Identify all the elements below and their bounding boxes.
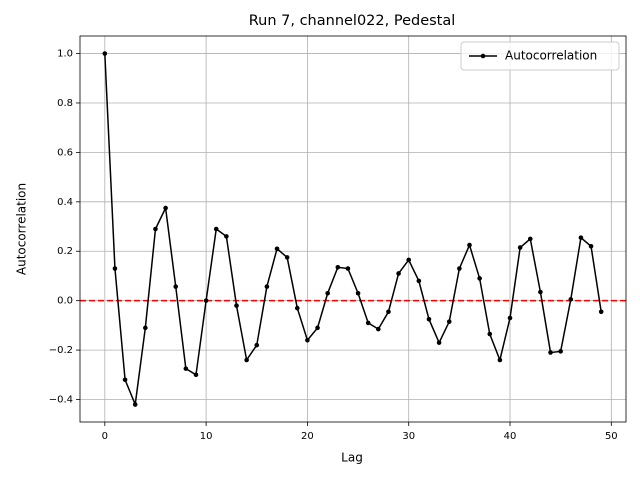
- data-point: [477, 276, 482, 281]
- data-point: [284, 255, 290, 260]
- data-point: [254, 342, 260, 348]
- axes-frame: [79, 35, 627, 423]
- data-point: [436, 340, 442, 345]
- data-point: [153, 226, 158, 232]
- data-point: [457, 266, 462, 271]
- data-point: [244, 357, 249, 363]
- chart-title: Run 7, channel022, Pedestal: [249, 13, 456, 29]
- y-tick-label: 0.8: [57, 98, 73, 109]
- data-line: [104, 53, 602, 408]
- data-point: [376, 326, 381, 332]
- data-point: [416, 278, 422, 284]
- y-tick-label: 0.4: [57, 197, 73, 208]
- x-axis-label: Lag: [341, 451, 363, 465]
- data-point: [446, 319, 452, 324]
- data-point: [507, 315, 513, 321]
- data-point: [143, 325, 148, 331]
- data-point: [102, 51, 108, 56]
- data-point: [112, 266, 118, 271]
- y-tick-label: −0.4: [49, 395, 73, 406]
- y-tick-label: 1.0: [57, 49, 73, 60]
- data-point: [365, 320, 371, 326]
- data-point: [396, 271, 401, 276]
- data-point: [213, 226, 219, 232]
- y-tick-label: 0.2: [57, 246, 73, 257]
- data-point: [558, 349, 563, 354]
- x-tick-label: 50: [605, 431, 618, 442]
- x-tick-label: 0: [102, 431, 108, 442]
- data-point: [538, 289, 543, 295]
- x-tick-label: 40: [504, 431, 517, 442]
- y-tick-label: 0.6: [57, 147, 73, 158]
- data-point: [548, 350, 553, 355]
- data-point: [517, 245, 523, 250]
- legend-marker: [480, 53, 486, 59]
- legend-label: Autocorrelation: [505, 49, 597, 63]
- x-tick-label: 10: [200, 431, 213, 442]
- data-point: [345, 266, 351, 271]
- data-point: [588, 243, 594, 249]
- data-point: [335, 265, 341, 270]
- data-point: [234, 303, 239, 308]
- data-point: [122, 377, 128, 383]
- data-point: [183, 366, 189, 371]
- legend-box: [460, 41, 620, 71]
- data-point: [203, 298, 209, 303]
- data-point: [497, 357, 503, 363]
- data-point: [264, 284, 270, 289]
- data-point: [487, 331, 493, 337]
- data-point: [568, 297, 574, 302]
- data-point: [274, 246, 280, 252]
- x-tick-label: 20: [301, 431, 314, 442]
- data-point: [305, 337, 310, 343]
- data-point: [132, 402, 138, 407]
- data-point: [386, 309, 391, 315]
- data-point: [578, 235, 584, 240]
- data-point: [426, 316, 432, 322]
- data-point: [163, 205, 168, 211]
- data-point: [315, 325, 320, 331]
- data-point: [294, 305, 300, 311]
- data-point: [325, 290, 330, 296]
- x-tick-label: 30: [402, 431, 415, 442]
- data-point: [224, 234, 229, 239]
- data-point: [527, 236, 533, 242]
- data-point: [598, 309, 604, 315]
- data-point: [406, 257, 412, 263]
- data-point: [173, 284, 179, 289]
- data-point: [193, 372, 199, 378]
- data-point: [467, 242, 472, 248]
- data-point: [355, 290, 361, 296]
- y-tick-label: 0.0: [57, 296, 73, 307]
- y-axis-label: Autocorrelation: [15, 183, 29, 275]
- y-tick-label: −0.2: [49, 345, 73, 356]
